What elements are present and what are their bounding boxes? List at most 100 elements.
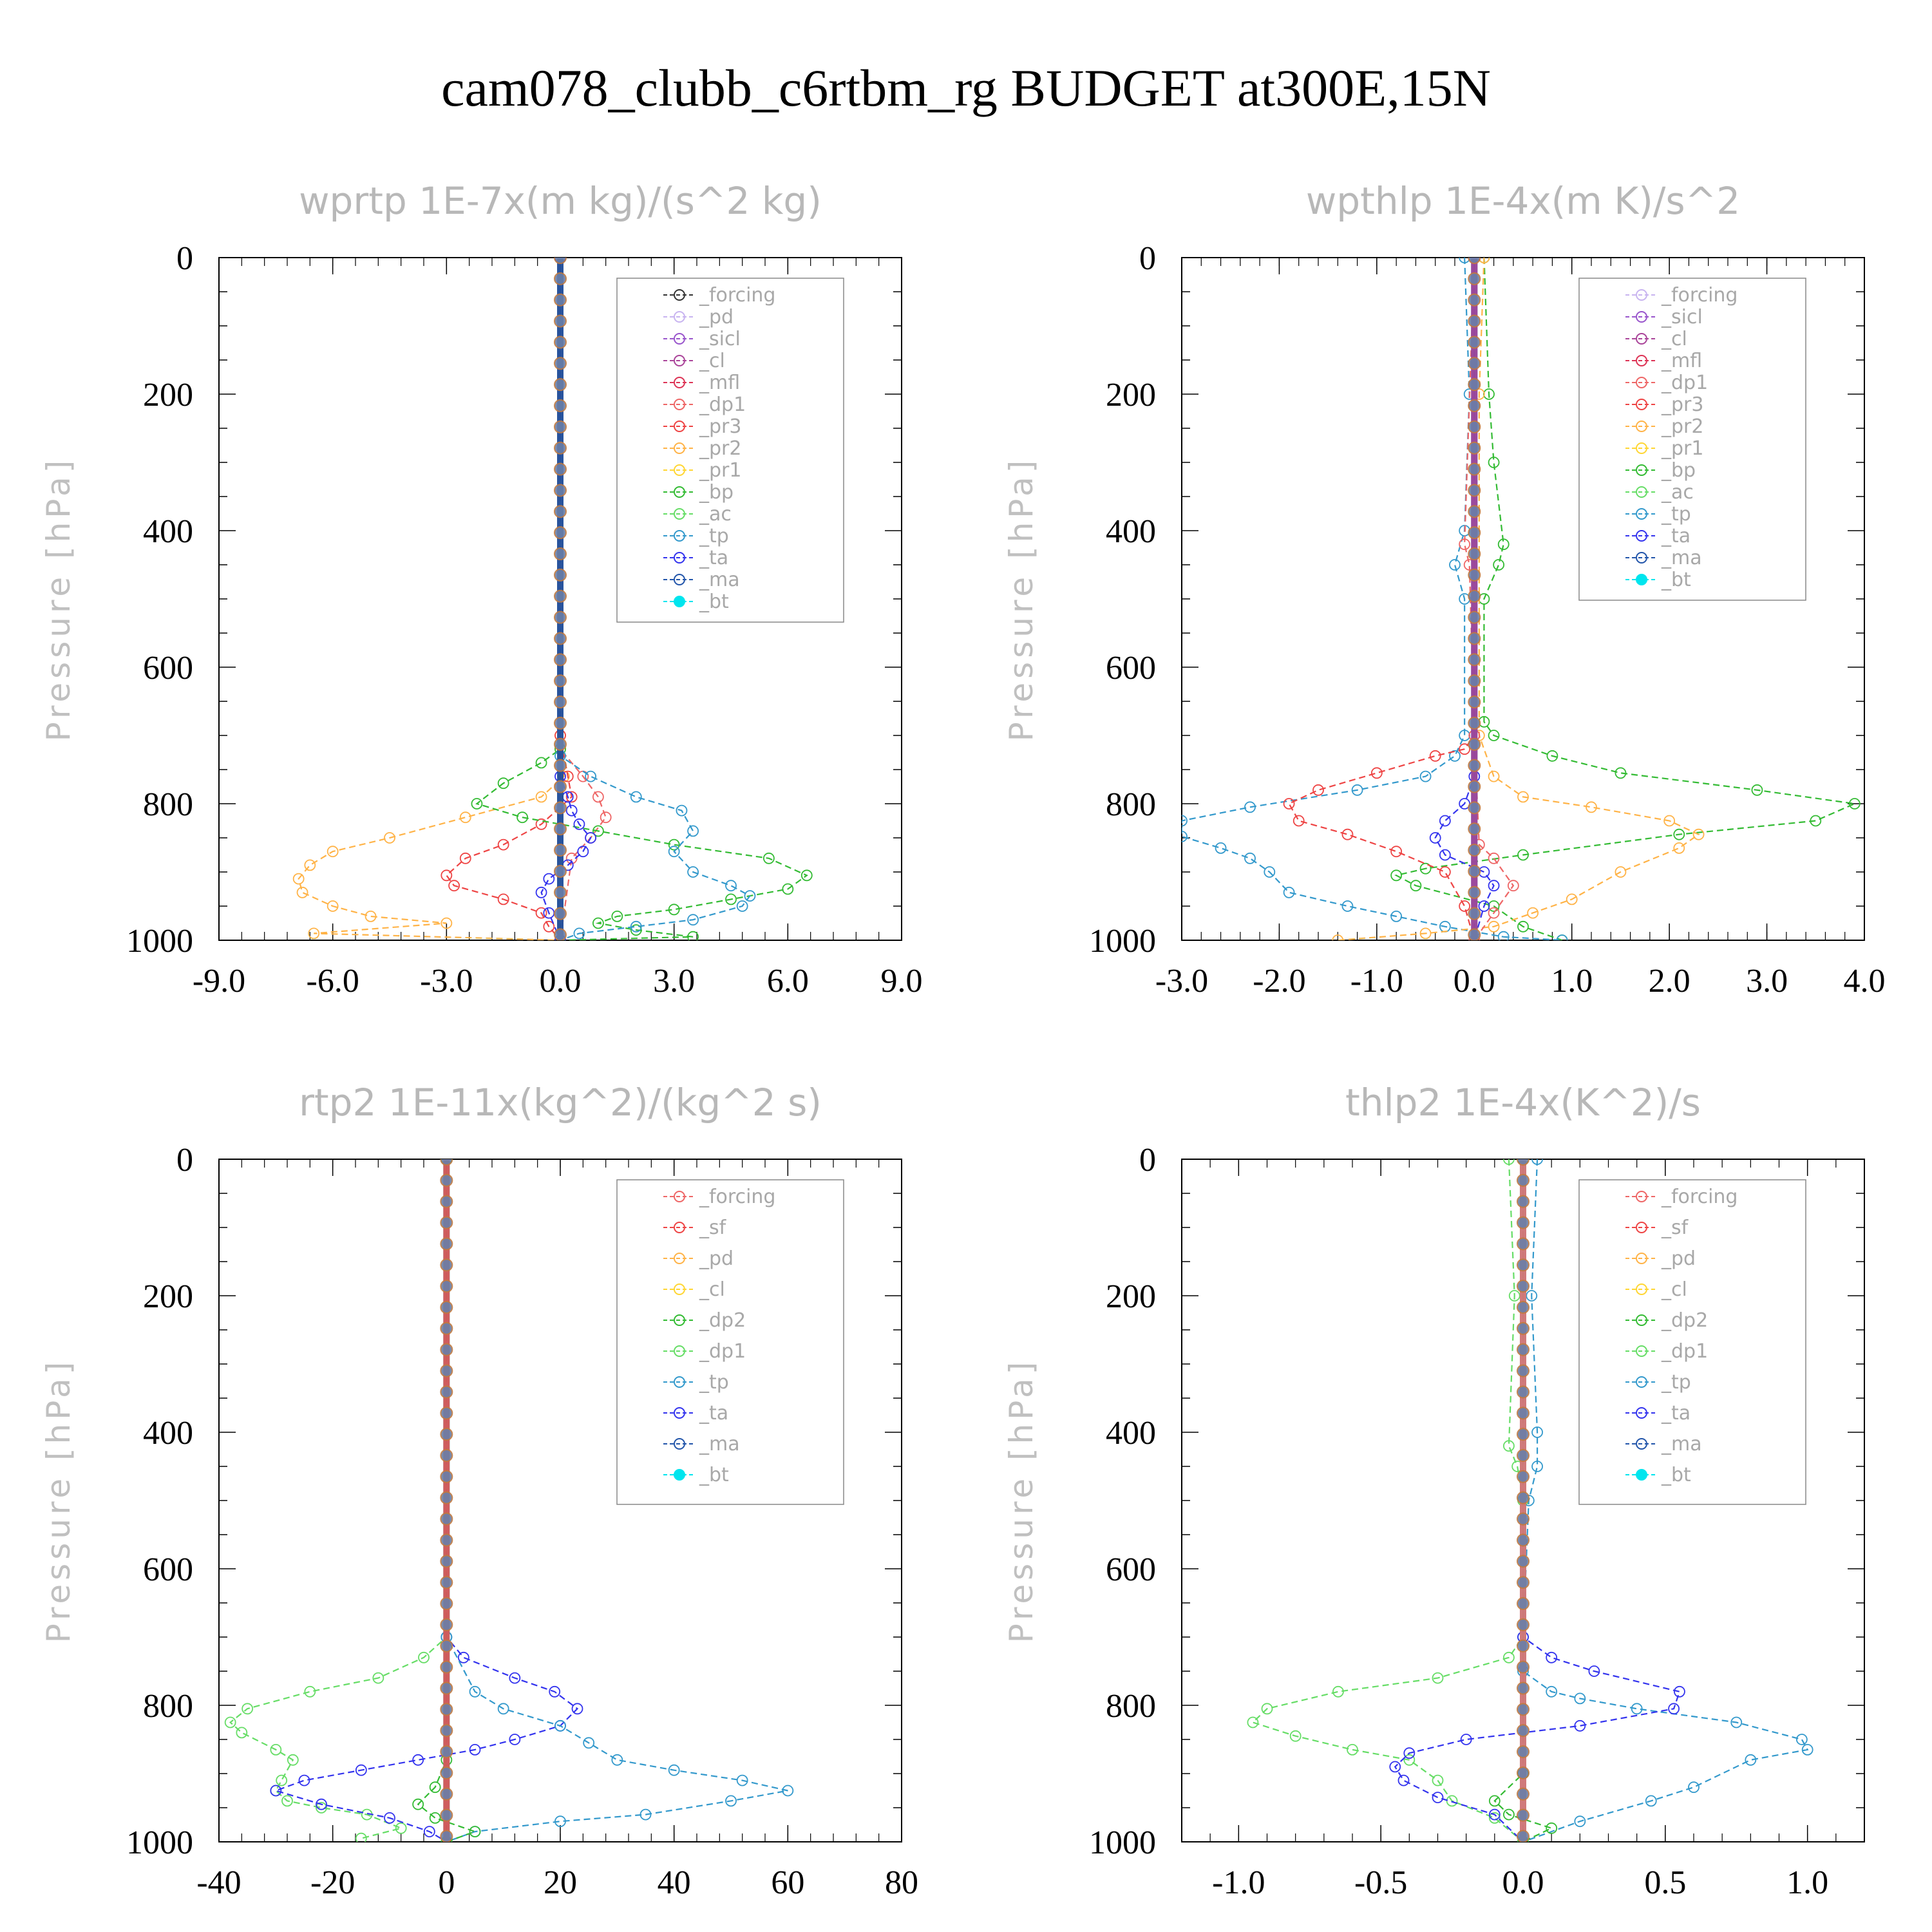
data-point-tp — [1526, 1290, 1538, 1302]
zero-line-marker — [1517, 1618, 1530, 1631]
zero-line-marker — [554, 258, 567, 264]
zero-line-marker — [1517, 1830, 1530, 1842]
data-point-tp — [1531, 1461, 1543, 1472]
zero-line-marker — [1517, 1470, 1530, 1483]
legend-label: _bp — [1661, 459, 1696, 482]
data-point-pr3 — [1459, 743, 1471, 755]
data-point-dp1 — [276, 1774, 288, 1786]
zero-line-marker — [554, 589, 567, 603]
zero-line-marker — [554, 314, 567, 328]
legend-label: _bt — [1661, 1464, 1691, 1486]
y-axis-label: Pressure [hPa] — [1003, 457, 1040, 742]
zero-line-marker — [440, 1660, 453, 1674]
data-point-ta — [1403, 1747, 1416, 1759]
x-tick-label: 1.0 — [1551, 963, 1593, 999]
legend-swatch-marker — [1636, 1314, 1647, 1326]
legend-label: _pd — [1661, 1247, 1696, 1270]
data-point-tp — [1449, 750, 1461, 762]
zero-line-marker — [1468, 801, 1481, 815]
zero-line-marker — [440, 1724, 453, 1738]
data-point-tp — [1459, 258, 1471, 263]
data-point-dp1 — [1347, 1743, 1358, 1756]
zero-line-marker — [1517, 1159, 1530, 1166]
zero-line-marker — [1517, 1237, 1530, 1251]
legend-label: _ac — [1661, 481, 1694, 504]
data-point-dp1 — [1503, 1159, 1515, 1165]
data-point-dp1 — [281, 1795, 293, 1807]
y-tick-label: 400 — [143, 1415, 193, 1452]
legend-swatch-marker — [1636, 355, 1647, 366]
data-point-pr2 — [365, 911, 377, 922]
zero-line-marker — [554, 568, 567, 582]
data-point-bp — [1390, 869, 1403, 882]
zero-line-marker — [1468, 314, 1481, 328]
zero-line-marker — [1517, 1343, 1530, 1356]
zero-line-marker — [1468, 716, 1481, 730]
y-tick-label: 1000 — [1089, 923, 1156, 960]
zero-line-marker — [440, 1830, 453, 1842]
series-line-pr3 — [1288, 258, 1475, 940]
zero-line-marker — [1468, 420, 1481, 433]
data-point-ta — [1429, 832, 1441, 844]
y-tick-label: 600 — [1106, 1551, 1156, 1588]
zero-line-marker — [1517, 1808, 1530, 1822]
series-line-bp — [1394, 258, 1857, 940]
data-point-bp — [1615, 767, 1627, 779]
data-point-bp — [1517, 920, 1529, 933]
legend-swatch-marker — [1636, 552, 1647, 564]
zero-line-marker — [554, 293, 567, 307]
data-point-ta — [585, 832, 597, 844]
data-point-pr2 — [1488, 920, 1500, 933]
series-group — [1182, 258, 1861, 940]
data-point-pr2 — [1478, 258, 1490, 263]
y-axis-label: Pressure [hPa] — [40, 457, 77, 742]
data-point-bp — [668, 838, 680, 851]
data-point-dp1 — [304, 1685, 316, 1698]
data-point-ta — [1397, 1774, 1410, 1786]
data-point-bp — [592, 825, 604, 837]
data-point-tp — [1497, 931, 1510, 940]
y-tick-label: 400 — [1106, 513, 1156, 550]
data-point-ta — [571, 1703, 583, 1715]
legend-swatch-marker — [674, 596, 685, 607]
y-tick-label: 1000 — [126, 1824, 193, 1861]
data-point-ta — [412, 1754, 424, 1766]
x-tick-label: -2.0 — [1253, 963, 1305, 999]
legend-label: _sicl — [699, 328, 741, 350]
zero-line-marker — [440, 1280, 453, 1293]
data-point-bp — [1488, 457, 1500, 468]
data-point-dp1 — [1488, 1812, 1501, 1824]
zero-line-marker — [1517, 1321, 1530, 1335]
x-tick-label: -1.0 — [1350, 963, 1403, 999]
data-point-pr3 — [1390, 846, 1403, 858]
legend-label: _pr3 — [699, 415, 741, 438]
zero-line-marker — [1517, 1555, 1530, 1568]
data-point-tp — [1351, 784, 1363, 796]
data-point-bp — [668, 904, 680, 916]
data-point-pr2 — [1517, 791, 1529, 803]
zero-line-marker — [440, 1491, 453, 1504]
series-line-bp — [475, 258, 808, 940]
y-tick-label: 0 — [176, 240, 193, 277]
data-point-ta — [1674, 1685, 1685, 1698]
y-tick-label: 0 — [1139, 240, 1156, 277]
legend-label: _pr1 — [1661, 437, 1703, 460]
zero-line-marker — [554, 844, 567, 857]
series-line-pr3 — [445, 258, 573, 940]
legend-swatch-marker — [1636, 1376, 1647, 1388]
data-point-dp1 — [418, 1651, 430, 1663]
legend-swatch-marker — [674, 1469, 685, 1481]
data-point-dp1 — [236, 1727, 248, 1739]
x-tick-label: 0.0 — [540, 963, 582, 999]
data-point-tp — [1795, 1734, 1808, 1745]
legend-label: _ma — [1661, 1433, 1702, 1455]
zero-line-marker — [440, 1258, 453, 1272]
data-point-pr3 — [448, 880, 460, 892]
x-tick-label: 1.0 — [1786, 1864, 1828, 1901]
data-point-ta — [316, 1798, 327, 1810]
data-point-bp — [1493, 559, 1505, 571]
legend-swatch-marker — [1636, 486, 1647, 498]
series-group — [292, 258, 813, 940]
zero-line-marker — [554, 336, 567, 349]
legend-swatch-marker — [674, 333, 685, 345]
